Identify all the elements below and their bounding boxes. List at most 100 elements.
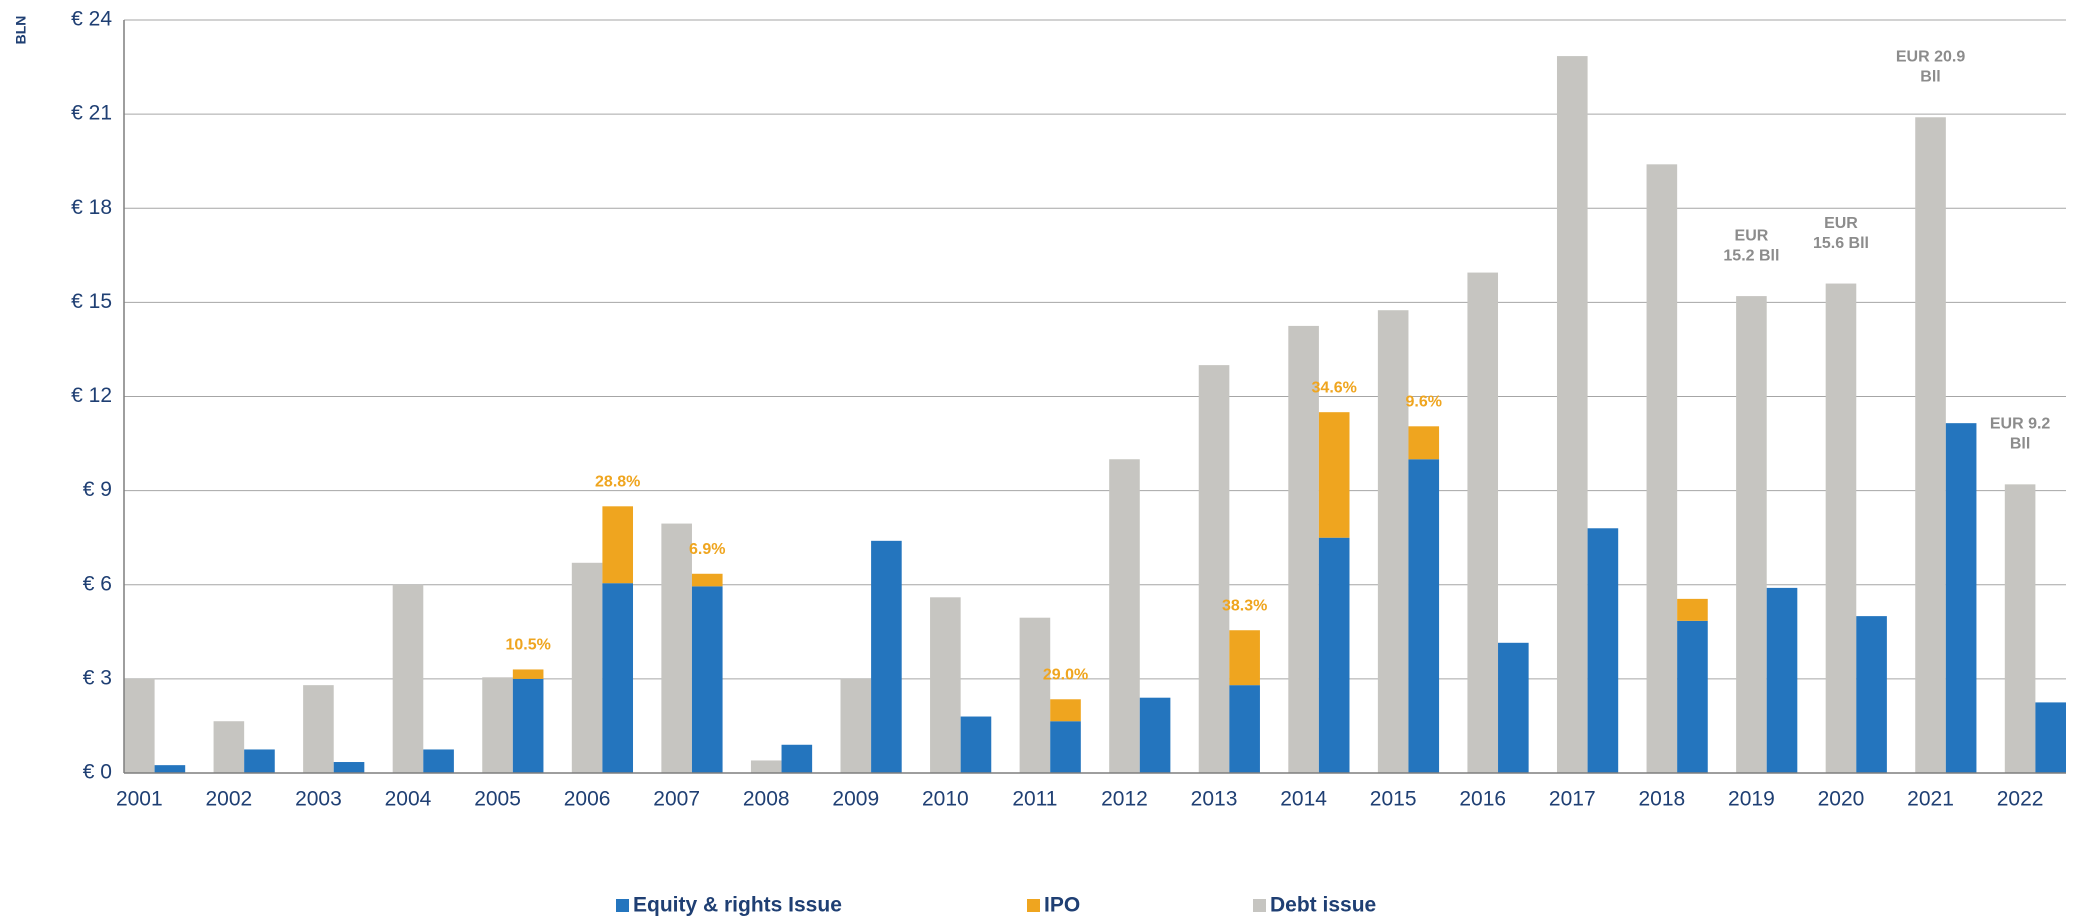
- debt-annotation: EUR 20.9: [1896, 48, 1965, 65]
- ipo-bar: [1677, 598, 1708, 621]
- equity-bar: [1229, 685, 1260, 773]
- equity-bar: [1050, 721, 1081, 773]
- legend-label: Debt issue: [1270, 894, 1376, 917]
- debt-bar: [1467, 272, 1499, 773]
- debt-annotation: 15.2 Bll: [1723, 247, 1779, 264]
- equity-bar: [781, 744, 813, 773]
- debt-bar: [571, 562, 603, 773]
- ipo-share-label: 29.0%: [1043, 666, 1088, 683]
- debt-annotation: Bll: [2010, 436, 2030, 453]
- x-tick-label: 2015: [1370, 788, 1417, 811]
- equity-bar: [244, 749, 275, 773]
- x-tick-label: 2020: [1818, 788, 1865, 811]
- equity-bar: [333, 762, 365, 773]
- debt-bar: [2004, 484, 2036, 773]
- y-tick-label: € 12: [71, 384, 112, 407]
- equity-bar: [1766, 587, 1798, 773]
- debt-bar: [1109, 459, 1140, 773]
- equity-bar: [1408, 459, 1440, 773]
- x-tick-label: 2022: [1997, 788, 2044, 811]
- equity-bar: [602, 583, 634, 773]
- debt-bar: [124, 678, 155, 773]
- equity-bar: [1587, 528, 1619, 773]
- ipo-share-label: 9.6%: [1406, 394, 1442, 411]
- x-tick-label: 2005: [474, 788, 521, 811]
- debt-bar: [930, 597, 961, 773]
- debt-bar: [1019, 617, 1051, 773]
- y-tick-label: € 9: [83, 478, 112, 501]
- x-tick-label: 2011: [1012, 788, 1057, 811]
- x-tick-label: 2008: [743, 788, 790, 811]
- debt-bar: [1736, 296, 1767, 773]
- y-tick-label: € 15: [71, 290, 112, 313]
- debt-bar: [840, 678, 872, 773]
- ipo-bar: [512, 669, 544, 679]
- ipo-share-label: 34.6%: [1312, 379, 1357, 396]
- x-tick-label: 2006: [564, 788, 611, 811]
- x-tick-label: 2002: [206, 788, 253, 811]
- equity-bar: [871, 540, 902, 773]
- equity-bar: [1677, 620, 1708, 773]
- ipo-share-label: 10.5%: [505, 637, 550, 654]
- equity-bar: [512, 678, 544, 773]
- ipo-share-label: 28.8%: [595, 474, 640, 491]
- equity-bar: [1945, 423, 1977, 773]
- legend-swatch: [1253, 899, 1266, 912]
- equity-bar: [691, 586, 723, 773]
- ipo-bar: [1408, 426, 1440, 460]
- y-tick-label: € 3: [83, 666, 112, 689]
- debt-bar: [1288, 325, 1319, 773]
- y-tick-label: € 21: [71, 102, 112, 125]
- equity-bar: [423, 749, 454, 773]
- debt-bar: [482, 677, 513, 773]
- equity-bar: [1856, 616, 1887, 773]
- x-tick-label: 2001: [116, 788, 163, 811]
- ipo-share-label: 38.3%: [1222, 597, 1267, 614]
- debt-bar: [392, 584, 424, 773]
- debt-annotation: EUR 9.2: [1990, 416, 2051, 433]
- x-tick-label: 2019: [1728, 788, 1775, 811]
- x-tick-label: 2017: [1549, 788, 1596, 811]
- debt-bar: [750, 760, 782, 773]
- x-tick-label: 2013: [1191, 788, 1238, 811]
- x-tick-label: 2009: [832, 788, 879, 811]
- equity-bar: [960, 716, 992, 773]
- debt-annotation: Bll: [1920, 68, 1940, 85]
- x-tick-label: 2003: [295, 788, 342, 811]
- x-tick-label: 2012: [1101, 788, 1148, 811]
- ipo-share-label: 6.9%: [689, 541, 725, 558]
- ipo-bar: [691, 573, 723, 587]
- ipo-bar: [602, 506, 634, 584]
- legend-label: Equity & rights Issue: [633, 894, 842, 917]
- ipo-bar: [1229, 630, 1260, 686]
- x-tick-label: 2016: [1459, 788, 1506, 811]
- equity-bar: [154, 765, 186, 773]
- debt-annotation: EUR: [1735, 227, 1769, 244]
- y-tick-label: € 24: [71, 8, 112, 31]
- debt-bar: [1198, 365, 1230, 773]
- y-tick-label: € 0: [83, 761, 112, 784]
- x-tick-label: 2004: [385, 788, 432, 811]
- ipo-bar: [1318, 412, 1350, 538]
- equity-bar: [1498, 642, 1529, 773]
- debt-annotation: EUR: [1824, 215, 1858, 232]
- debt-bar: [1825, 283, 1857, 773]
- debt-bar: [1915, 117, 1946, 773]
- legend-swatch: [1027, 899, 1040, 912]
- equity-bar: [2035, 702, 2066, 773]
- equity-bar: [1318, 537, 1350, 773]
- debt-bar: [661, 523, 692, 773]
- x-tick-label: 2007: [653, 788, 700, 811]
- x-tick-label: 2018: [1638, 788, 1685, 811]
- y-tick-label: € 18: [71, 196, 112, 219]
- debt-bar: [1646, 164, 1678, 773]
- y-axis-label: BLN: [13, 16, 29, 45]
- debt-bar: [213, 721, 245, 773]
- ipo-bar: [1050, 699, 1081, 722]
- y-tick-label: € 6: [83, 572, 112, 595]
- equity-bar: [1139, 697, 1171, 773]
- x-tick-label: 2014: [1280, 788, 1327, 811]
- legend-label: IPO: [1044, 894, 1080, 917]
- debt-bar: [1556, 56, 1588, 774]
